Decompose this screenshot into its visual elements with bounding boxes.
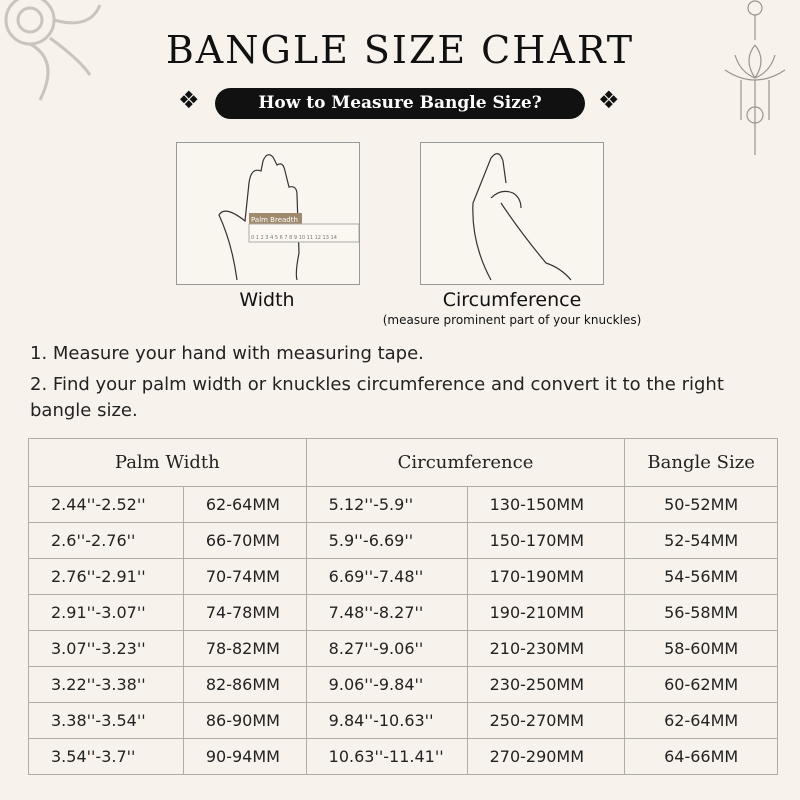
palm-width-inches-cell: 3.38''-3.54'' [28, 702, 184, 739]
table-row: 2.44''-2.52'' 62-64MM 5.12''-5.9'' 130-150M… [28, 486, 778, 523]
bangle-size-cell: 60-62MM [624, 666, 778, 703]
circumference-mm-cell: 250-270MM [466, 702, 626, 739]
table-row: 3.07''-3.23'' 78-82MM 8.27''-9.06'' 210-230… [28, 630, 778, 667]
bangle-size-cell: 56-58MM [624, 594, 778, 631]
circumference-illustration [420, 142, 604, 285]
header-palm-width: Palm Width [28, 438, 307, 487]
palm-width-mm-cell: 86-90MM [182, 702, 307, 739]
circumference-mm-cell: 270-290MM [466, 738, 626, 775]
palm-width-mm-cell: 74-78MM [182, 594, 307, 631]
palm-width-inches-cell: 3.54''-3.7'' [28, 738, 184, 775]
hand-tape-icon [472, 153, 572, 281]
step-1: 1. Measure your hand with measuring tape… [30, 343, 424, 364]
ruler-label: Palm Breadth [251, 216, 298, 224]
left-flourish-icon: ❖ [178, 86, 200, 114]
bangle-size-cell: 64-66MM [624, 738, 778, 775]
table-row: 3.54''-3.7'' 90-94MM 10.63''-11.41'' 270-29… [28, 738, 778, 775]
circumference-mm-cell: 130-150MM [466, 486, 626, 523]
circumference-mm-cell: 190-210MM [466, 594, 626, 631]
table-row: 3.22''-3.38'' 82-86MM 9.06''-9.84'' 230-250… [28, 666, 778, 703]
table-row: 2.76''-2.91'' 70-74MM 6.69''-7.48'' 170-190… [28, 558, 778, 595]
subtitle-banner: How to Measure Bangle Size? [215, 88, 585, 119]
lotus-hanging-decoration-icon [724, 0, 786, 155]
circumference-inches-cell: 7.48''-8.27'' [305, 594, 468, 631]
table-header-row: Palm Width Circumference Bangle Size [28, 438, 778, 487]
bangle-size-cell: 50-52MM [624, 486, 778, 523]
table-row: 2.91''-3.07'' 74-78MM 7.48''-8.27'' 190-210… [28, 594, 778, 631]
circumference-note: (measure prominent part of your knuckles… [382, 313, 642, 327]
bangle-size-cell: 52-54MM [624, 522, 778, 559]
circumference-mm-cell: 170-190MM [466, 558, 626, 595]
size-table: Palm Width Circumference Bangle Size 2.4… [28, 438, 778, 775]
palm-width-inches-cell: 2.44''-2.52'' [28, 486, 184, 523]
right-flourish-icon: ❖ [598, 86, 620, 114]
width-illustration: Palm Breadth 0 1 2 3 4 5 6 7 8 9 10 11 1… [176, 142, 360, 285]
palm-width-mm-cell: 66-70MM [182, 522, 307, 559]
width-label: Width [239, 289, 295, 311]
palm-width-mm-cell: 78-82MM [182, 630, 307, 667]
bangle-size-cell: 58-60MM [624, 630, 778, 667]
palm-width-inches-cell: 3.22''-3.38'' [28, 666, 184, 703]
table-row: 2.6''-2.76'' 66-70MM 5.9''-6.69'' 150-170MM… [28, 522, 778, 559]
ruler-ticks: 0 1 2 3 4 5 6 7 8 9 10 11 12 13 14 [251, 235, 337, 241]
header-bangle-size: Bangle Size [624, 438, 778, 487]
palm-width-inches-cell: 3.07''-3.23'' [28, 630, 184, 667]
circumference-label: Circumference [442, 289, 582, 311]
mandala-decoration-icon [4, 0, 102, 101]
palm-width-inches-cell: 2.76''-2.91'' [28, 558, 184, 595]
palm-width-mm-cell: 82-86MM [182, 666, 307, 703]
palm-width-inches-cell: 2.91''-3.07'' [28, 594, 184, 631]
circumference-inches-cell: 9.06''-9.84'' [305, 666, 468, 703]
bangle-size-cell: 54-56MM [624, 558, 778, 595]
palm-width-mm-cell: 70-74MM [182, 558, 307, 595]
circumference-mm-cell: 210-230MM [466, 630, 626, 667]
table-row: 3.38''-3.54'' 86-90MM 9.84''-10.63'' 250-27… [28, 702, 778, 739]
bangle-size-cell: 62-64MM [624, 702, 778, 739]
hand-ruler-icon: Palm Breadth 0 1 2 3 4 5 6 7 8 9 10 11 1… [218, 154, 360, 281]
step-2: 2. Find your palm width or knuckles circ… [30, 374, 724, 421]
circumference-inches-cell: 6.69''-7.48'' [305, 558, 468, 595]
circumference-mm-cell: 230-250MM [466, 666, 626, 703]
palm-width-inches-cell: 2.6''-2.76'' [28, 522, 184, 559]
palm-width-mm-cell: 90-94MM [182, 738, 307, 775]
header-circumference: Circumference [305, 438, 626, 487]
page-title: BANGLE SIZE CHART [165, 28, 635, 72]
circumference-inches-cell: 5.9''-6.69'' [305, 522, 468, 559]
circumference-mm-cell: 150-170MM [466, 522, 626, 559]
circumference-inches-cell: 5.12''-5.9'' [305, 486, 468, 523]
palm-width-mm-cell: 62-64MM [182, 486, 307, 523]
circumference-inches-cell: 10.63''-11.41'' [305, 738, 468, 775]
circumference-inches-cell: 9.84''-10.63'' [305, 702, 468, 739]
circumference-inches-cell: 8.27''-9.06'' [305, 630, 468, 667]
